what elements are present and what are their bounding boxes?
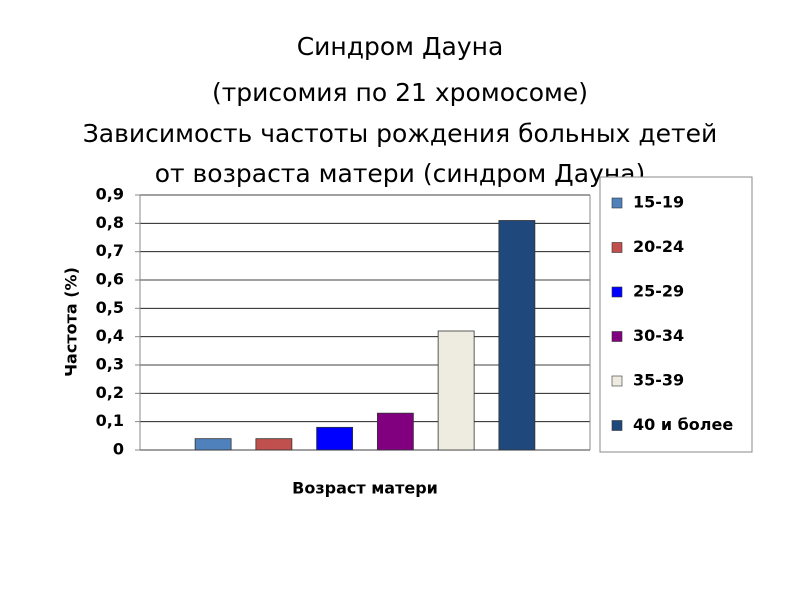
title-line: Синдром Дауна [297,32,504,61]
legend-label: 20-24 [633,237,684,256]
x-axis-label: Возраст матери [292,479,438,498]
legend-swatch [611,286,623,298]
legend-label: 30-34 [633,326,684,345]
bar [316,426,354,451]
y-tick-label: 0,1 [96,411,124,430]
y-tick-label: 0,6 [96,270,124,289]
legend-swatch [611,331,623,342]
bar [437,330,475,451]
legend-swatch [611,375,623,387]
legend-swatch [611,420,623,431]
y-tick-label: 0,4 [96,326,124,345]
y-tick-label: 0,2 [96,383,124,402]
title-line: от возраста матери (синдром Дауна) [155,159,646,188]
bar [194,438,232,451]
bar [376,412,414,451]
y-tick-label: 0,5 [96,298,124,317]
title-line: (трисомия по 21 хромосоме) [212,78,588,107]
legend-swatch [611,242,623,253]
legend-swatch [611,197,623,209]
bar [498,220,536,451]
y-tick-label: 0,7 [96,241,124,260]
legend-label: 15-19 [633,193,684,212]
y-axis-label: Частота (%) [62,267,81,377]
legend-label: 25-29 [633,282,684,301]
y-tick-label: 0,8 [96,213,124,232]
title-line: Зависимость частоты рождения больных дет… [83,119,717,148]
legend-box [599,176,753,453]
legend-label: 35-39 [633,371,684,390]
y-tick-label: 0 [113,440,124,459]
bar [255,438,293,451]
y-tick-label: 0,3 [96,355,124,374]
y-tick-label: 0,9 [96,185,124,204]
legend-label: 40 и более [633,415,733,434]
